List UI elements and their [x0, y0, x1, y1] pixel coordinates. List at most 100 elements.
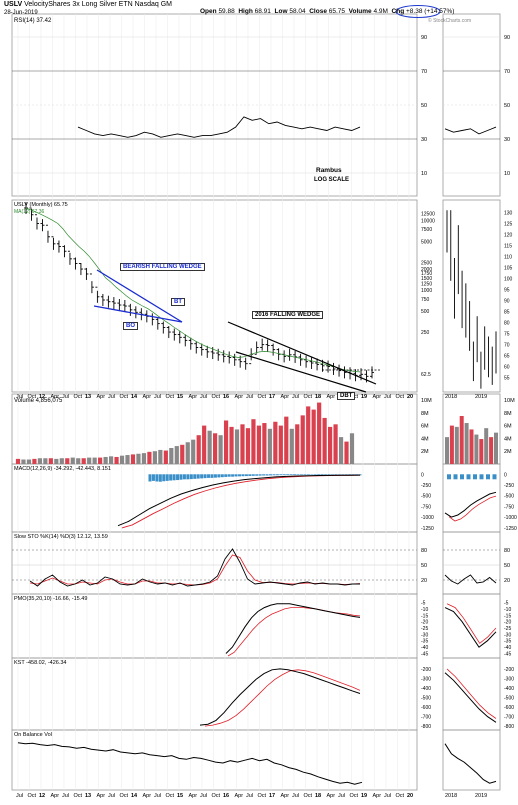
- header-name: VelocityShares 3x Long Silver ETN: [24, 1, 133, 8]
- pmo-tick-label: -5: [421, 601, 426, 607]
- pmo-title: PMO(35,20,10) -16.66, -15.49: [14, 596, 87, 602]
- volume-inset-tick-label: 10M: [504, 398, 515, 404]
- volume-tick-label: 4M: [421, 436, 429, 442]
- pmo-inset-tick-label: -45: [504, 651, 511, 657]
- x-tick-label: Apr: [235, 793, 244, 799]
- macd-histogram-bar: [307, 474, 310, 475]
- x-tick-label: 14: [131, 793, 138, 799]
- macd-histogram-bar: [321, 474, 324, 475]
- volume-bar: [257, 426, 261, 464]
- volume-inset-tick-label: 2M: [504, 449, 512, 455]
- x-tick-label: Jul: [384, 793, 391, 799]
- macd-tick-label: -750: [421, 504, 431, 510]
- price-inset-tick-label: 100: [504, 276, 513, 282]
- volume-bar: [98, 458, 102, 464]
- price-title: USLV (Monthly) 65.75: [14, 202, 68, 208]
- volume-bar: [323, 418, 327, 464]
- macd-histogram-bar: [152, 474, 155, 481]
- volume-bar: [344, 442, 348, 464]
- pmo-inset-tick-label: -15: [504, 613, 511, 619]
- volume-bar: [49, 458, 53, 464]
- volume-bar: [21, 460, 25, 464]
- volume-bar: [240, 424, 244, 464]
- macd-histogram-bar: [245, 474, 248, 476]
- macd-histogram-bar: [252, 474, 255, 476]
- x-tick-label: 18: [315, 793, 321, 799]
- macd-inset-histogram-bar: [460, 474, 464, 479]
- x-tick-label: Jul: [108, 793, 115, 799]
- macd-histogram-bar: [179, 474, 182, 479]
- inset-frame-pmo: [443, 594, 500, 658]
- x-tick-label: Apr: [327, 793, 336, 799]
- x-tick-label: Apr: [189, 793, 198, 799]
- volume-bar: [114, 457, 118, 464]
- macd-histogram-bar: [200, 474, 203, 478]
- chg-pct: (+14.57%): [424, 8, 454, 15]
- price-inset-tick-label: 85: [504, 309, 510, 315]
- x-tick-label-mid: Jul: [384, 394, 391, 400]
- volume-bar: [131, 454, 135, 464]
- kst-inset-line: [445, 673, 496, 723]
- kst-tick-label: -400: [421, 686, 431, 692]
- x-tick-label: 13: [85, 793, 91, 799]
- low-label: Low: [275, 8, 288, 15]
- rsi-inset-tick-label: 50: [504, 103, 510, 109]
- high-value: 68.91: [255, 8, 271, 15]
- price-inset-tick-label: 80: [504, 320, 510, 326]
- volume-bar: [82, 458, 86, 464]
- price-tick-label: 1250: [421, 281, 432, 287]
- x-tick-label-mid: 13: [85, 394, 91, 400]
- volume-bar: [54, 459, 58, 464]
- x-tick-label: Apr: [97, 793, 106, 799]
- macd-inset-tick-label: -1000: [504, 515, 517, 521]
- kst-inset-tick-label: -600: [504, 705, 514, 711]
- x-tick-label: Jul: [16, 793, 23, 799]
- x-tick-label: Oct: [396, 793, 405, 799]
- price-inset-tick-label: 120: [504, 232, 513, 238]
- volume-bar: [71, 458, 75, 464]
- volume-bar: [147, 452, 151, 464]
- rsi-inset-tick-label: 30: [504, 137, 510, 143]
- stoch-tick-label: 20: [421, 578, 427, 584]
- macd-tick-label: 0: [421, 472, 424, 478]
- volume-inset-tick-label: 8M: [504, 411, 512, 417]
- macd-histogram-bar: [235, 474, 238, 476]
- macd-histogram-bar: [210, 474, 213, 478]
- volume-inset-tick-label: 4M: [504, 436, 512, 442]
- volume-bar: [251, 419, 255, 464]
- rambus-label: Rambus: [316, 167, 342, 174]
- macd-inset-tick-label: -250: [504, 483, 514, 489]
- x-tick-label: Jul: [292, 793, 299, 799]
- x-tick-label-mid: Oct: [396, 394, 405, 400]
- volume-bar: [65, 458, 69, 464]
- bo-label: BO: [123, 322, 138, 330]
- x-tick-label-mid: 20: [407, 394, 413, 400]
- volume-bar: [175, 446, 179, 464]
- ma-line: [26, 208, 360, 372]
- pmo-tick-label: -30: [421, 632, 428, 638]
- panel-frame-pmo: [12, 594, 417, 658]
- x-tick-label: Jul: [200, 793, 207, 799]
- header-title: USLV VelocityShares 3x Long Silver ETN N…: [4, 1, 172, 8]
- x-tick-label-mid: Jul: [200, 394, 207, 400]
- price-inset-tick-label: 110: [504, 254, 512, 260]
- x-tick-label: Oct: [166, 793, 175, 799]
- price-inset-tick-label: 70: [504, 342, 510, 348]
- macd-histogram-bar: [159, 474, 162, 481]
- macd-inset-tick-label: -500: [504, 494, 514, 500]
- x-tick-label-mid: Oct: [258, 394, 267, 400]
- close-label: Close: [309, 8, 327, 15]
- volume-bar: [333, 424, 337, 464]
- x-tick-label: 20: [407, 793, 413, 799]
- price-inset-tick-label: 125: [504, 221, 513, 227]
- kst-tick-label: -300: [421, 676, 431, 682]
- volume-bar: [284, 417, 288, 464]
- volume-inset-bar: [489, 437, 493, 464]
- volume-inset-tick-label: 6M: [504, 424, 512, 430]
- x-tick-label-mid: Apr: [235, 394, 244, 400]
- stoch-inset-tick-label: 20: [504, 578, 510, 584]
- rsi-line: [78, 117, 360, 137]
- macd-histogram-bar: [162, 474, 165, 481]
- macd-histogram-bar: [197, 474, 200, 478]
- macd-histogram-bar: [183, 474, 186, 479]
